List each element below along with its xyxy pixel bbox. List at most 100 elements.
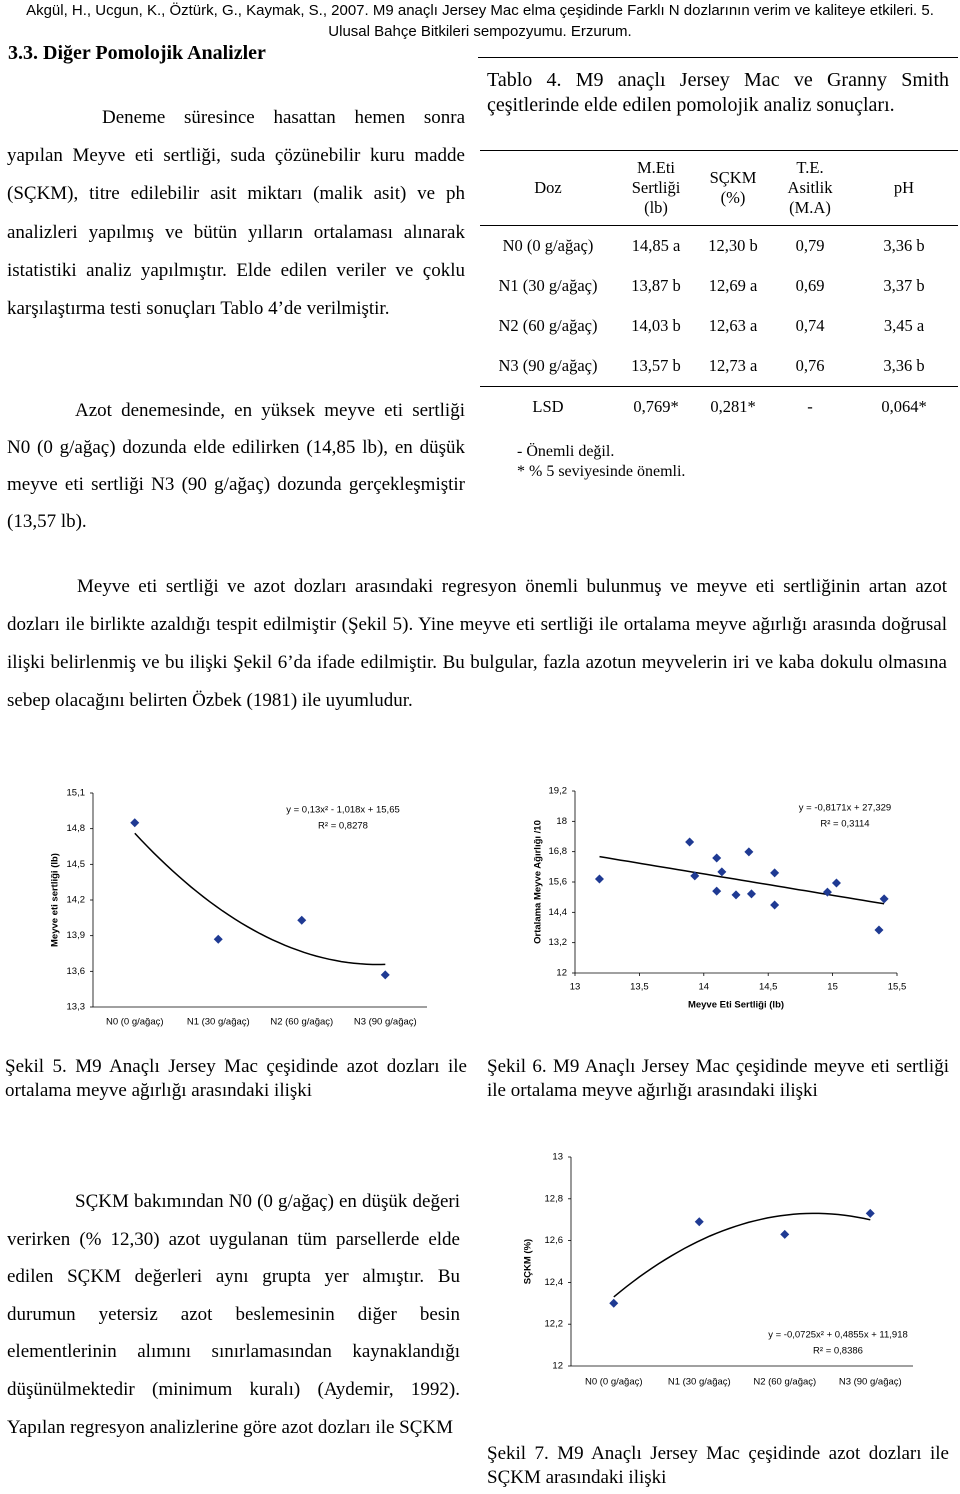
x-tick-label: N2 (60 g/ağaç) — [270, 1017, 333, 1028]
table-cell: 3,45 a — [883, 316, 925, 335]
column-header: T.E. Asitlik (M.A) — [770, 150, 850, 226]
trendline — [599, 855, 885, 905]
table-cell: 13,87 b — [631, 276, 681, 295]
table-cell: 3,36 b — [883, 236, 925, 255]
point — [865, 1208, 875, 1218]
figure-caption: Şekil 6. M9 Anaçlı Jersey Mac çeşidinde … — [487, 1056, 949, 1101]
y-tick-label: 14,2 — [67, 895, 86, 906]
annotation: y = -0,0725x² + 0,4855x + 11,918 — [768, 1330, 908, 1341]
trendline — [613, 1212, 871, 1298]
y-tick-label: 14,4 — [549, 907, 568, 918]
y-tick-label: 12,4 — [545, 1277, 564, 1288]
chart: 12 12,2 12,4 12,6 12,8 13 SÇKM (%) N0 (0 g/ağaç… — [523, 1152, 913, 1388]
point — [690, 871, 700, 881]
point — [746, 889, 756, 899]
table-cell: LSD — [532, 397, 564, 416]
table-cell: 12,69 a — [708, 276, 758, 295]
annotation: R² = 0,8278 — [318, 821, 368, 832]
point — [770, 900, 780, 910]
paragraph: Deneme süresince hasattan hemen sonra ya… — [7, 107, 465, 320]
column-header: M.Eti Sertliği (lb) — [616, 150, 696, 226]
annotation: R² = 0,8386 — [813, 1346, 863, 1357]
point — [694, 1217, 704, 1227]
column-header: SÇKM (%) — [696, 150, 770, 226]
point — [594, 874, 604, 884]
point — [874, 925, 884, 935]
point — [770, 868, 780, 878]
table-cell: 13,57 b — [616, 346, 696, 387]
point — [731, 890, 741, 900]
column-header: Doz — [480, 150, 616, 226]
section-title: 3.3. Diğer Pomolojik Analizler — [8, 42, 266, 64]
table-cell: 14,03 b — [631, 316, 681, 335]
y-tick-label: 18 — [556, 816, 567, 827]
trendline — [134, 832, 386, 966]
note: * % 5 seviyesinde önemli. — [517, 463, 686, 480]
table-cell: 3,36 b — [850, 346, 958, 387]
y-tick-label: 14,5 — [67, 859, 86, 870]
y-tick-label: 12 — [552, 1361, 563, 1372]
x-tick-label: N1 (30 g/ağaç) — [187, 1017, 250, 1028]
point — [130, 818, 140, 828]
table-row: N1 (30 g/ağaç) 13,87 b 12,69 a 0,69 3,37 b — [480, 266, 958, 306]
x-axis-label: Meyve Eti Sertliği (lb) — [688, 1000, 784, 1011]
point — [744, 847, 754, 857]
table-cell: N3 (90 g/ağaç) — [480, 346, 616, 387]
table-cell: N1 (30 g/ağaç) — [498, 276, 598, 295]
point — [717, 867, 727, 877]
y-tick-label: 13,9 — [67, 930, 86, 941]
table-row: N0 (0 g/ağaç) 14,85 a 12,30 b 0,79 3,36 b — [480, 226, 958, 267]
header: Akgül, H., Ucgun, K., Öztürk, G., Kaymak… — [26, 2, 934, 40]
table-cell: N0 (0 g/ağaç) — [502, 236, 594, 255]
annotation: R² = 0,3114 — [820, 819, 869, 830]
point — [380, 970, 390, 980]
figure-caption: Şekil 7. M9 Anaçlı Jersey Mac çeşidinde … — [487, 1443, 949, 1488]
x-tick-label: N0 (0 g/ağaç) — [585, 1377, 643, 1388]
chart: 15,1 14,8 14,5 14,2 13,9 13,6 13,3 Meyve eti se… — [50, 788, 427, 1028]
y-axis-label: Meyve eti sertliği (lb) — [50, 853, 61, 947]
point — [609, 1298, 619, 1308]
point — [685, 837, 695, 847]
point — [712, 853, 722, 863]
x-tick-label: N3 (90 g/ağaç) — [354, 1017, 417, 1028]
point — [213, 934, 223, 944]
x-tick-label: N1 (30 g/ağaç) — [668, 1377, 731, 1388]
point — [831, 878, 841, 888]
y-tick-label: 15,6 — [549, 877, 568, 888]
annotation: y = -0,8171x + 27,329 — [799, 803, 891, 814]
table-header: Doz M.Eti Sertliği (lb) SÇKM (%) T.E. As… — [480, 150, 958, 226]
x-tick-label: 14,5 — [759, 982, 778, 993]
rule — [478, 57, 958, 58]
table-cell: 0,76 — [770, 346, 850, 387]
table-row: LSD 0,769* 0,281* - 0,064* — [480, 387, 958, 428]
table-cell: 3,37 b — [883, 276, 925, 295]
table-cell: 0,74 — [795, 316, 825, 335]
table-row: N2 (60 g/ağaç) 14,03 b 12,63 a 0,74 3,45 a — [480, 306, 958, 346]
y-tick-label: 12,2 — [545, 1319, 564, 1330]
y-tick-label: 13,6 — [67, 966, 86, 977]
x-tick-label: 13 — [570, 982, 581, 993]
y-tick-label: 15,1 — [67, 788, 86, 799]
x-tick-label: 15 — [827, 982, 838, 993]
y-tick-label: 12,6 — [545, 1235, 564, 1246]
x-tick-label: N2 (60 g/ağaç) — [753, 1377, 816, 1388]
figure-caption: Şekil 5. M9 Anaçlı Jersey Mac çeşidinde … — [5, 1056, 467, 1101]
column-header: pH — [850, 150, 958, 226]
table-cell: N2 (60 g/ağaç) — [498, 316, 598, 335]
y-tick-label: 13,3 — [67, 1002, 86, 1013]
paragraph: Meyve eti sertliği ve azot dozları arası… — [7, 576, 947, 711]
y-tick-label: 14,8 — [67, 823, 86, 834]
x-tick-label: 15,5 — [888, 982, 907, 993]
x-tick-label: 13,5 — [630, 982, 649, 993]
note: - Önemli değil. — [517, 443, 615, 460]
table-row: N3 (90 g/ağaç) 13,57 b 12,73 a 0,76 3,36 b — [480, 346, 958, 387]
y-tick-label: 13 — [552, 1152, 563, 1163]
table-cell: 0,281* — [710, 397, 756, 416]
table-notes: - Önemli değil. * % 5 seviyesinde önemli… — [517, 442, 685, 482]
annotation: y = 0,13x² - 1,018x + 15,65 — [286, 805, 400, 816]
table-cell: 14,85 a — [631, 236, 681, 255]
point — [712, 886, 722, 896]
paragraph: SÇKM bakımından N0 (0 g/ağaç) en düşük d… — [7, 1191, 460, 1438]
y-tick-label: 12 — [556, 968, 567, 979]
